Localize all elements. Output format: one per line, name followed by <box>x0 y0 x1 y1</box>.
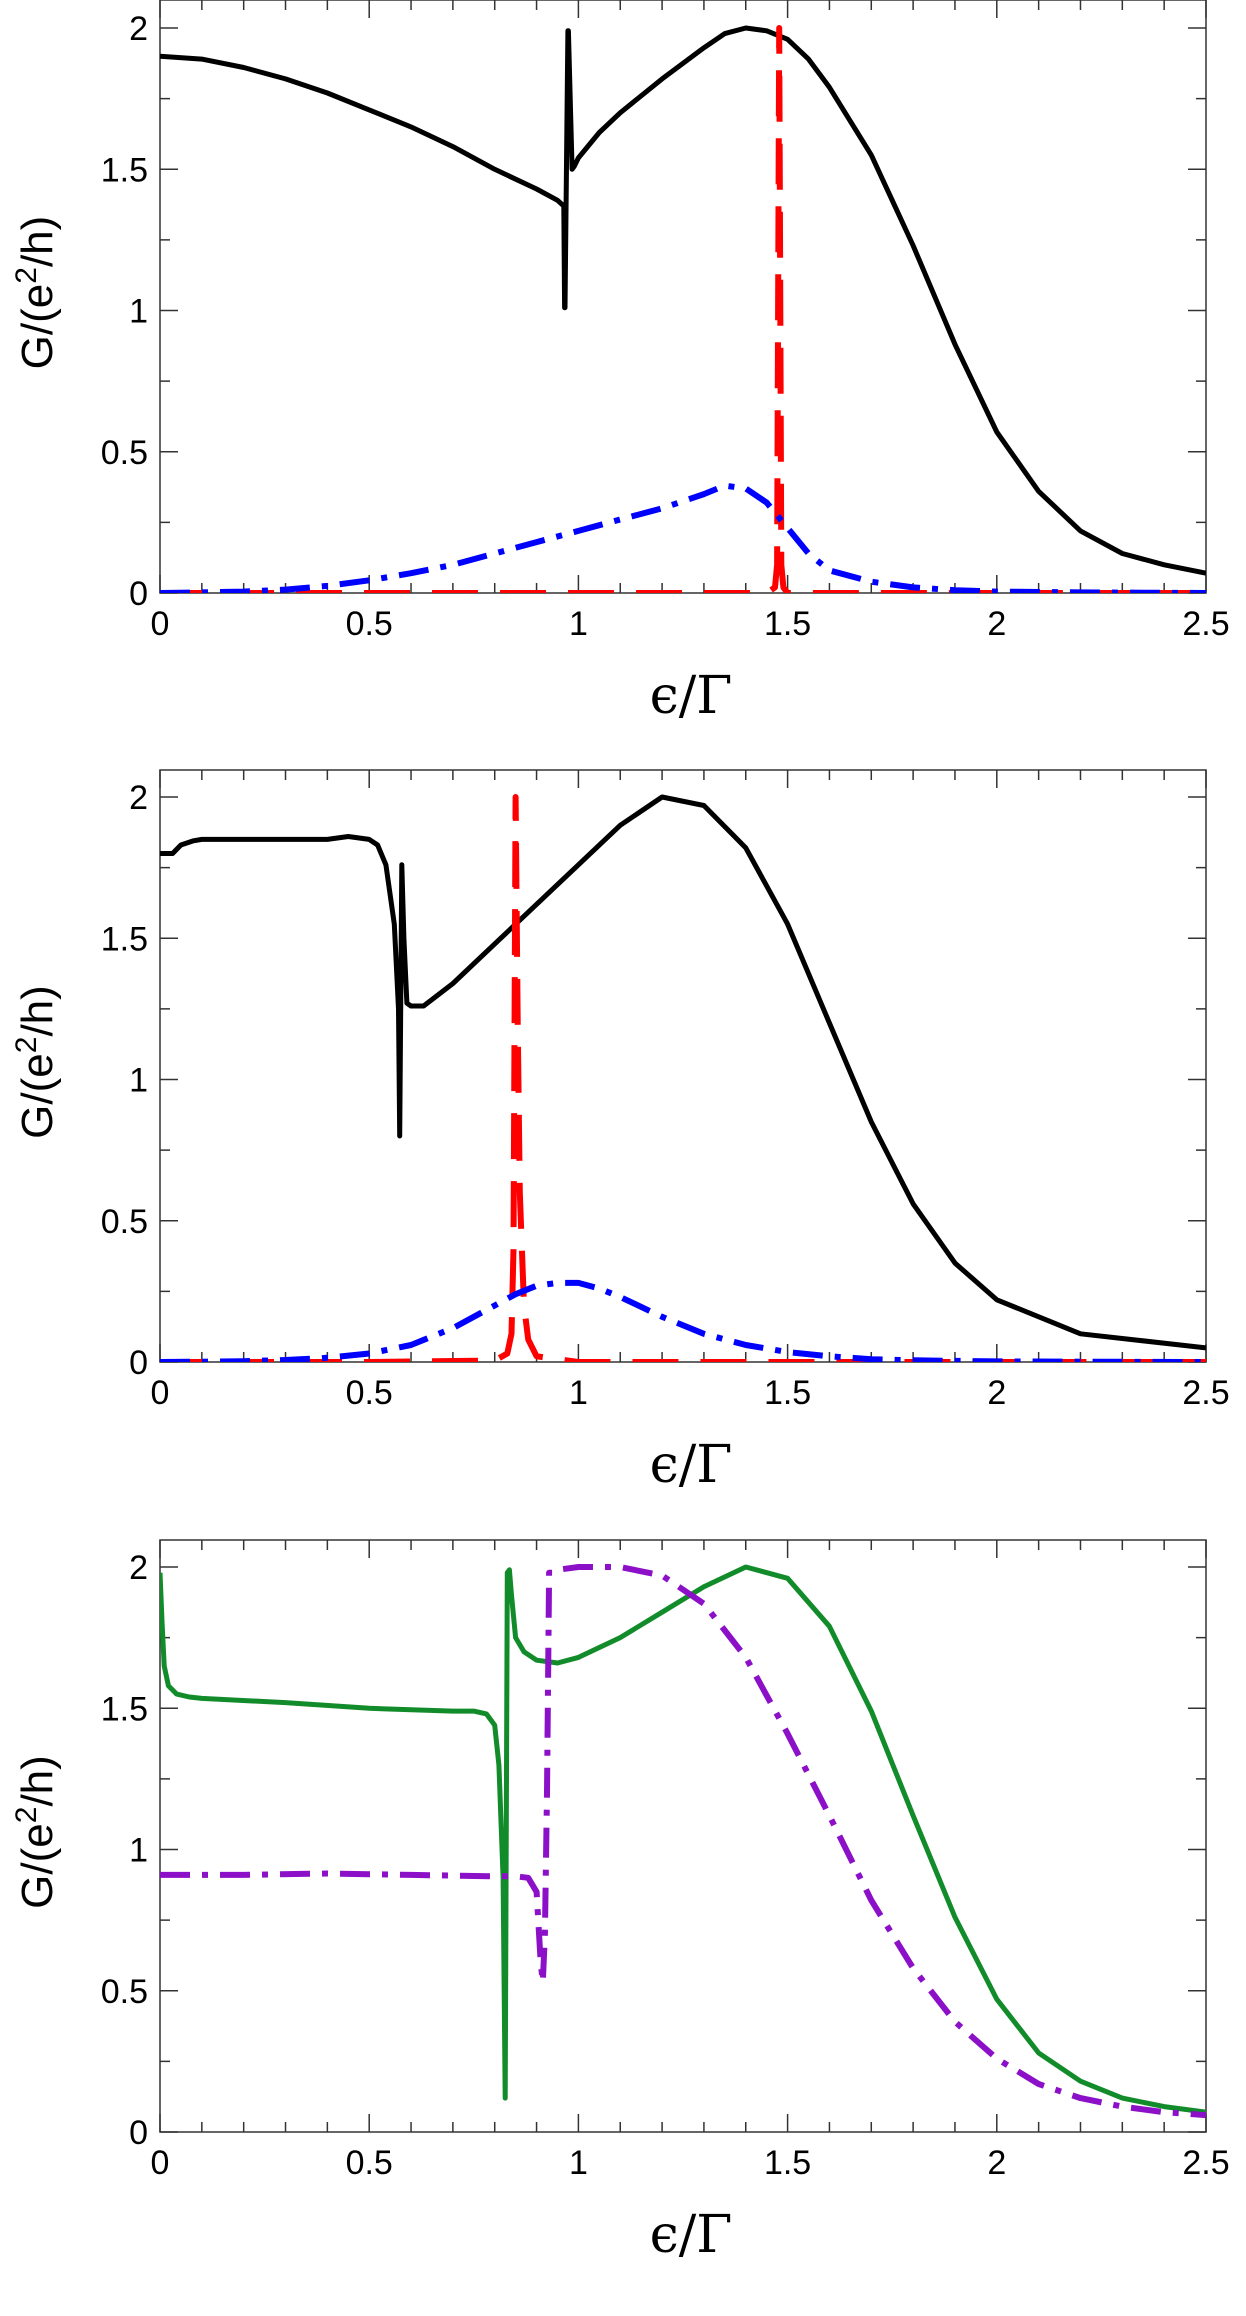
x-tick-label: 2 <box>987 605 1006 643</box>
x-tick-label: 0 <box>151 605 170 643</box>
plot-frame <box>159 0 1207 594</box>
x-axis-label: ϵ/Γ <box>650 666 733 726</box>
y-axis-label-base: G/(e <box>13 284 62 370</box>
series-line-red-dashed <box>160 794 1206 1362</box>
x-tick-label: 0 <box>151 1374 170 1412</box>
y-tick-label: 0 <box>129 1344 148 1382</box>
series-line-purple-dashdot <box>160 1564 1206 2119</box>
y-tick-label: 1 <box>129 1832 148 1870</box>
y-axis-label-tail: /h) <box>13 1755 62 1806</box>
x-tick-label: 0 <box>151 2144 170 2182</box>
x-tick-label: 1 <box>569 1374 588 1412</box>
y-tick-label: 2 <box>129 779 148 817</box>
y-tick-label: 0.5 <box>101 1203 148 1241</box>
y-tick-label: 1 <box>129 1062 148 1100</box>
y-tick-label: 0.5 <box>101 434 148 472</box>
x-tick-label: 1.5 <box>764 1374 811 1412</box>
y-axis-label: G/(e2/h) <box>10 985 62 1139</box>
y-axis-label-base: G/(e <box>13 1053 62 1139</box>
y-tick-label: 1.5 <box>101 151 148 189</box>
series-line-black-solid <box>160 794 1206 1351</box>
x-tick-label: 0.5 <box>346 605 393 643</box>
y-tick-label: 2 <box>129 1549 148 1587</box>
y-tick-label: 1.5 <box>101 920 148 958</box>
x-tick-label: 2.5 <box>1182 2144 1229 2182</box>
x-axis-label: ϵ/Γ <box>650 2205 733 2265</box>
y-tick-label: 1.5 <box>101 1690 148 1728</box>
series-line-blue-dashdot <box>160 482 1206 593</box>
y-tick-label: 0 <box>129 2114 148 2152</box>
y-axis-label: G/(e2/h) <box>10 1755 62 1909</box>
y-axis-label: G/(e2/h) <box>10 216 62 370</box>
series-line-red-dashed <box>160 25 1206 593</box>
y-axis-label-superscript: 2 <box>10 267 43 284</box>
y-axis-label-superscript: 2 <box>10 1037 43 1054</box>
x-tick-label: 1 <box>569 605 588 643</box>
x-tick-label: 1 <box>569 2144 588 2182</box>
series-line-blue-dashdot <box>160 1279 1206 1362</box>
x-axis-label: ϵ/Γ <box>650 1435 733 1495</box>
y-axis-label-tail: /h) <box>13 216 62 267</box>
series-line-black-solid <box>160 25 1206 576</box>
chart-panel-top: 0 0.5 1 1.5 2 2.500.511.52ϵ/ΓG/(e2/h) <box>10 0 1230 726</box>
y-axis-label-tail: /h) <box>13 985 62 1036</box>
y-axis-label-superscript: 2 <box>10 1807 43 1824</box>
y-tick-label: 2 <box>129 10 148 48</box>
y-axis-label-base: G/(e <box>13 1823 62 1909</box>
y-tick-label: 0 <box>129 575 148 613</box>
plot-frame <box>159 769 1207 1363</box>
x-tick-label: 2.5 <box>1182 1374 1229 1412</box>
x-tick-label: 0.5 <box>346 1374 393 1412</box>
x-tick-label: 2 <box>987 2144 1006 2182</box>
y-tick-label: 1 <box>129 293 148 331</box>
y-tick-label: 0.5 <box>101 1973 148 2011</box>
chart-panel-middle: 0 0.5 1 1.5 2 2.500.511.52ϵ/ΓG/(e2/h) <box>10 769 1230 1495</box>
x-tick-label: 2.5 <box>1182 605 1229 643</box>
x-tick-label: 2 <box>987 1374 1006 1412</box>
series-line-green-solid <box>160 1564 1206 2115</box>
x-tick-label: 1.5 <box>764 605 811 643</box>
x-tick-label: 1.5 <box>764 2144 811 2182</box>
plot-frame <box>159 1539 1207 2133</box>
x-tick-label: 0.5 <box>346 2144 393 2182</box>
chart-panel-bottom: 0 0.5 1 1.5 2 2.500.511.52ϵ/ΓG/(e2/h) <box>10 1539 1230 2265</box>
